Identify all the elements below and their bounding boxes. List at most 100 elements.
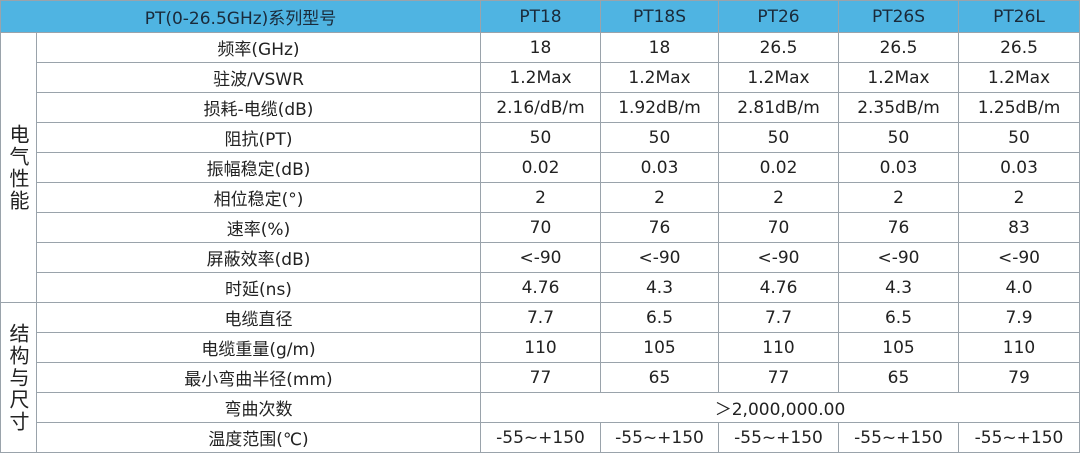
spec-value: 1.2Max xyxy=(958,62,1080,93)
spec-value: 2.35dB/m xyxy=(838,92,959,123)
header-title: PT(0-26.5GHz)系列型号 xyxy=(0,0,481,33)
spec-row: 弯曲次数 ＞2,000,000.00 xyxy=(1,392,1080,423)
spec-value: 6.5 xyxy=(838,302,959,333)
row-label: 振幅稳定(dB) xyxy=(36,152,481,183)
spec-value: 26.5 xyxy=(838,32,959,63)
model-header: PT18S xyxy=(600,0,719,33)
spec-value: 7.9 xyxy=(958,302,1080,333)
row-label: 相位稳定(°) xyxy=(36,182,481,213)
spec-value: <-90 xyxy=(480,242,601,273)
row-label: 最小弯曲半径(mm) xyxy=(36,362,481,393)
spec-value: 50 xyxy=(838,122,959,153)
row-label: 屏蔽效率(dB) xyxy=(36,242,481,273)
spec-value: 65 xyxy=(600,362,719,393)
spec-value: 1.2Max xyxy=(838,62,959,93)
table-body: 电气性能 频率(GHz) 18 18 26.5 26.5 26.5 驻波/VSWR 1.2Max… xyxy=(0,32,1080,453)
spec-value: 7.7 xyxy=(718,302,839,333)
spec-value: 2 xyxy=(838,182,959,213)
spec-value: 110 xyxy=(480,332,601,363)
spec-value: 0.03 xyxy=(600,152,719,183)
model-header: PT26L xyxy=(958,0,1080,33)
spec-value: ＞2,000,000.00 xyxy=(480,392,1080,423)
spec-value: 105 xyxy=(838,332,959,363)
spec-value: 4.76 xyxy=(718,272,839,303)
spec-row: 最小弯曲半径(mm) 77 65 77 65 79 xyxy=(1,362,1080,393)
spec-row: 温度范围(℃) -55~+150 -55~+150 -55~+150 -55~+150-… xyxy=(1,422,1080,453)
spec-value: 2 xyxy=(480,182,601,213)
spec-value: 18 xyxy=(480,32,601,63)
spec-row: 屏蔽效率(dB) <-90 <-90 <-90 <-90 <-90 xyxy=(1,242,1080,273)
spec-value: 4.3 xyxy=(600,272,719,303)
spec-value: 2.81dB/m xyxy=(718,92,839,123)
row-label: 电缆直径 xyxy=(36,302,481,333)
spec-value: 2 xyxy=(600,182,719,213)
spec-value: 18 xyxy=(600,32,719,63)
spec-value: 65 xyxy=(838,362,959,393)
spec-row: 阻抗(PT) 50 50 50 50 50 xyxy=(1,122,1080,153)
spec-value: <-90 xyxy=(958,242,1080,273)
spec-value: 50 xyxy=(718,122,839,153)
spec-value: 70 xyxy=(480,212,601,243)
spec-row: 结构与尺寸 电缆直径 7.7 6.5 7.7 6.5 7.9 xyxy=(0,302,1080,453)
model-header: PT18 xyxy=(480,0,601,33)
spec-row: 速率(%) 70 76 70 76 83 xyxy=(1,212,1080,243)
spec-value: 79 xyxy=(958,362,1080,393)
header-row: PT(0-26.5GHz)系列型号 PT18 PT18S PT26 PT26S PT26… xyxy=(0,0,1080,33)
spec-value: 70 xyxy=(718,212,839,243)
spec-row: 相位稳定(°) 2 2 2 2 2 xyxy=(1,182,1080,213)
row-label: 驻波/VSWR xyxy=(36,62,481,93)
spec-value: -55~+150 xyxy=(958,422,1080,453)
group-label: 结构与尺寸 xyxy=(0,302,37,453)
row-label: 损耗-电缆(dB) xyxy=(36,92,481,123)
group-label: 电气性能 xyxy=(0,32,37,303)
spec-value: 76 xyxy=(838,212,959,243)
spec-value: 76 xyxy=(600,212,719,243)
spec-row: 振幅稳定(dB) 0.02 0.03 0.02 0.03 0.03 xyxy=(1,152,1080,183)
spec-value: 2 xyxy=(718,182,839,213)
row-label: 弯曲次数 xyxy=(36,392,481,423)
spec-value: 4.76 xyxy=(480,272,601,303)
row-label: 速率(%) xyxy=(36,212,481,243)
spec-row: 电缆重量(g/m) 110 105 110 105 110 xyxy=(1,332,1080,363)
spec-value: 0.02 xyxy=(718,152,839,183)
spec-row: 电气性能 频率(GHz) 18 18 26.5 26.5 26.5 xyxy=(0,32,1080,303)
row-label: 阻抗(PT) xyxy=(36,122,481,153)
spec-value: 1.25dB/m xyxy=(958,92,1080,123)
spec-value: 2 xyxy=(958,182,1080,213)
spec-value: 83 xyxy=(958,212,1080,243)
spec-value: 6.5 xyxy=(600,302,719,333)
spec-row: 损耗-电缆(dB) 2.16/dB/m 1.92dB/m 2.81dB/m 2.35dB… xyxy=(1,92,1080,123)
row-label: 频率(GHz) xyxy=(36,32,481,63)
row-label: 温度范围(℃) xyxy=(36,422,481,453)
spec-value: 77 xyxy=(718,362,839,393)
spec-value: 26.5 xyxy=(718,32,839,63)
model-header: PT26S xyxy=(838,0,959,33)
spec-value: -55~+150 xyxy=(600,422,719,453)
spec-value: <-90 xyxy=(838,242,959,273)
spec-value: 7.7 xyxy=(480,302,601,333)
spec-value: 0.02 xyxy=(480,152,601,183)
spec-value: 1.2Max xyxy=(718,62,839,93)
spec-value: 110 xyxy=(958,332,1080,363)
spec-value: <-90 xyxy=(718,242,839,273)
spec-value: 105 xyxy=(600,332,719,363)
spec-value: 110 xyxy=(718,332,839,363)
spec-value: 1.2Max xyxy=(480,62,601,93)
spec-value: 77 xyxy=(480,362,601,393)
spec-value: -55~+150 xyxy=(838,422,959,453)
model-header: PT26 xyxy=(718,0,839,33)
spec-value: -55~+150 xyxy=(480,422,601,453)
spec-value: 1.2Max xyxy=(600,62,719,93)
spec-value: 1.92dB/m xyxy=(600,92,719,123)
spec-row: 驻波/VSWR 1.2Max 1.2Max 1.2Max 1.2Max 1.2Max xyxy=(1,62,1080,93)
spec-value: 4.3 xyxy=(838,272,959,303)
spec-value: 50 xyxy=(958,122,1080,153)
spec-value: 2.16/dB/m xyxy=(480,92,601,123)
spec-value: <-90 xyxy=(600,242,719,273)
spec-row: 时延(ns) 4.76 4.3 4.76 4.3 4.0 xyxy=(1,272,1080,303)
spec-value: 26.5 xyxy=(958,32,1080,63)
row-label: 电缆重量(g/m) xyxy=(36,332,481,363)
spec-value: 50 xyxy=(480,122,601,153)
